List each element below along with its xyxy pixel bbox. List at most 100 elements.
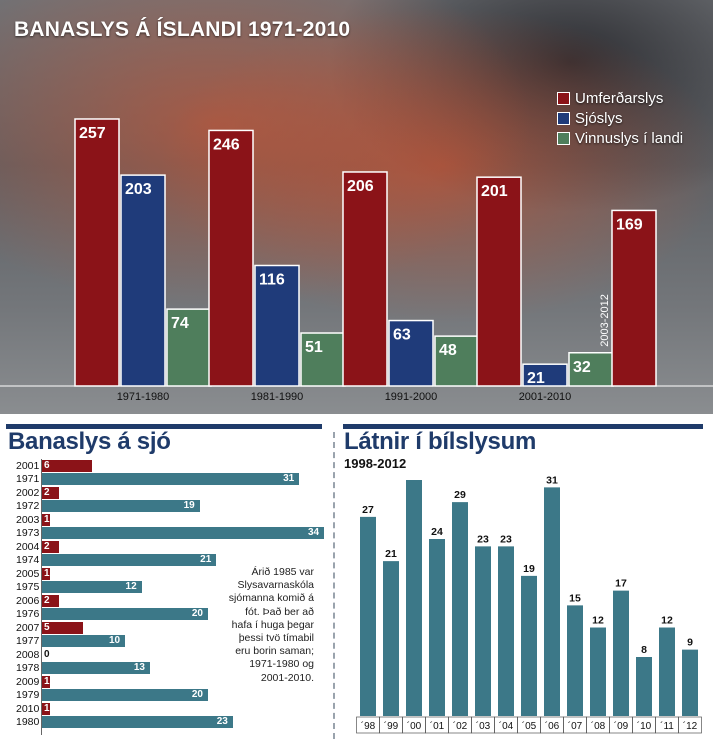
sea-row: 2010 1 <box>0 702 330 716</box>
main-bar-value: 74 <box>171 315 189 332</box>
main-bar <box>388 319 434 387</box>
car-bar <box>682 649 698 716</box>
sea-bar <box>42 622 84 634</box>
car-bar-value: 29 <box>454 489 466 501</box>
sea-bar-value: 1 <box>44 703 50 714</box>
main-bar <box>208 129 254 387</box>
car-bar <box>452 502 468 716</box>
car-bar <box>636 657 652 716</box>
sea-bar <box>42 527 324 539</box>
legend-swatch <box>557 131 570 145</box>
sea-year-label: 2003 <box>16 514 40 526</box>
sea-bar <box>42 635 125 647</box>
car-bar-value: 32 <box>408 476 420 479</box>
main-bar-value: 201 <box>481 183 508 200</box>
sea-bar-value: 10 <box>108 635 121 646</box>
sea-bar <box>42 500 200 512</box>
sea-year-label: 2005 <box>16 568 40 580</box>
sea-row: 1973 34 <box>0 526 330 540</box>
car-bar-value: 31 <box>546 476 558 486</box>
main-bar-value: 203 <box>125 181 152 198</box>
sea-bar <box>42 541 59 553</box>
sea-year-label: 2008 <box>16 649 40 661</box>
car-category-label: ´08 <box>591 720 606 732</box>
sea-row: 2002 2 <box>0 486 330 500</box>
legend-swatch <box>557 111 570 125</box>
main-bar-value: 32 <box>573 359 591 376</box>
main-bar-value: 51 <box>305 339 323 356</box>
car-category-label: ´09 <box>614 720 629 732</box>
main-bar <box>300 332 346 387</box>
sea-bar <box>42 595 59 607</box>
main-category-label: 1981-1990 <box>251 391 304 403</box>
sea-bar <box>42 568 51 580</box>
main-bar <box>568 352 614 387</box>
car-bar-value: 15 <box>569 592 581 604</box>
main-bar-value: 48 <box>439 342 457 359</box>
car-bar-chart: 27 ´98 21 ´99 32 ´00 24 ´01 29 ´02 23 ´03 23 ´04 19 ´05… <box>356 476 702 734</box>
sea-row: 1976 20 <box>0 607 330 621</box>
car-bar <box>360 516 376 716</box>
left-section-rule <box>6 424 322 429</box>
sea-chart-title: Banaslys á sjó <box>8 428 171 455</box>
sea-row: 1974 21 <box>0 553 330 567</box>
car-chart-title: Látnir í bílslysum <box>344 428 536 455</box>
car-bar <box>659 627 675 716</box>
main-bar <box>342 171 388 387</box>
car-bar-value: 9 <box>687 637 693 649</box>
sea-bar <box>42 703 51 715</box>
car-bar <box>544 487 560 716</box>
car-bar-value: 23 <box>477 533 489 545</box>
legend-item: Vinnuslys í landi <box>557 128 683 148</box>
legend-label: Vinnuslys í landi <box>575 129 684 147</box>
sea-bar <box>42 460 92 472</box>
main-extra-bar <box>611 209 657 387</box>
sea-year-label: 1979 <box>16 689 40 701</box>
sea-bar-value: 2 <box>44 487 50 498</box>
main-bar <box>476 176 522 387</box>
main-extra-bar-value: 169 <box>616 216 643 233</box>
sea-bar-value: 34 <box>308 527 320 538</box>
main-bar-value: 206 <box>347 178 374 195</box>
car-bar-value: 27 <box>362 504 374 516</box>
car-category-label: ´00 <box>407 720 422 732</box>
main-bar <box>74 118 120 387</box>
sea-bar <box>42 473 300 485</box>
sea-year-label: 2009 <box>16 676 40 688</box>
car-bar <box>590 627 606 716</box>
car-tick-box <box>678 716 702 734</box>
car-bar <box>406 480 422 716</box>
sea-year-label: 1971 <box>16 473 40 485</box>
car-category-label: ´01 <box>430 720 445 732</box>
sea-bar-value: 21 <box>200 554 212 565</box>
car-category-label: ´06 <box>545 720 560 732</box>
sea-row: 1978 13 <box>0 661 330 675</box>
main-bar <box>254 264 300 387</box>
sea-row: 1980 23 <box>0 715 330 729</box>
sea-bar-value: 31 <box>283 473 295 484</box>
sea-year-label: 1975 <box>16 581 40 593</box>
car-bar-value: 17 <box>615 578 627 590</box>
main-bar-value: 257 <box>79 125 106 142</box>
main-category-label: 2001-2010 <box>519 391 572 403</box>
main-bar <box>120 174 166 387</box>
sea-bar-value: 1 <box>44 676 50 687</box>
main-category-label: 1971-1980 <box>117 391 170 403</box>
car-bar <box>498 546 514 716</box>
car-chart-subtitle: 1998-2012 <box>344 456 407 471</box>
sea-row: 2007 5 <box>0 621 330 635</box>
sea-year-label: 1972 <box>16 500 40 512</box>
sea-row: 1979 20 <box>0 688 330 702</box>
sea-row: 1971 31 <box>0 472 330 486</box>
main-bar-value: 246 <box>213 136 240 153</box>
sea-bar-value: 13 <box>133 662 145 673</box>
sea-bar <box>42 581 142 593</box>
car-category-label: ´02 <box>453 720 468 732</box>
car-bar-value: 21 <box>385 548 397 560</box>
top-chart-panel: 257 203 74 1971-1980 246 116 51 1981-1990 206 63 4… <box>0 0 713 414</box>
car-bar <box>613 590 629 716</box>
sea-row: 2003 1 <box>0 513 330 527</box>
sea-bar-value: 1 <box>44 568 50 579</box>
car-bar <box>383 561 399 716</box>
sea-bar-value: 20 <box>191 689 203 700</box>
